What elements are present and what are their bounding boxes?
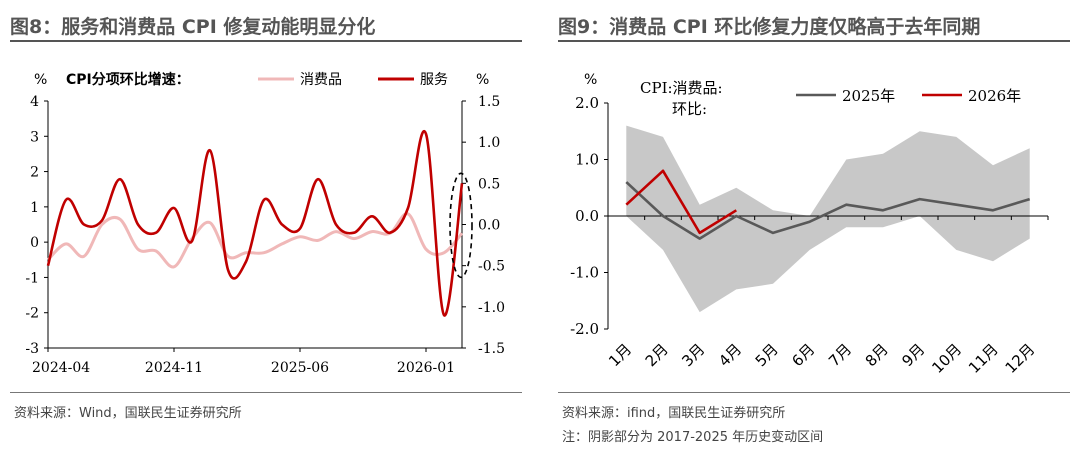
chart-annotation: CPI分项环比增速： xyxy=(66,71,190,88)
y-tick-label: 2.0 xyxy=(575,94,599,112)
left-y-tick-label: 2 xyxy=(30,165,39,181)
right-title-rule xyxy=(558,40,1070,42)
left-y-tick-label: 1 xyxy=(30,200,39,216)
left-chart: % % CPI分项环比增速： 消费品 服务 4 3 2 1 0 -1 -2 -3 1.5 1.0 0.… xyxy=(25,71,505,376)
right-source: 资料来源：ifind，国联民生证券研究所 xyxy=(562,406,786,421)
x-tick-label: 2月 xyxy=(642,340,672,370)
series-line xyxy=(625,181,1031,240)
left-title-rule xyxy=(10,40,522,42)
right-chart: % CPI:消费品: 环比: 2025年 2026年 2.0 1.0 0.0 -1.0 -… xyxy=(570,72,1049,377)
right-figure-title: 图9：消费品 CPI 环比修复力度仅略高于去年同期 xyxy=(558,16,981,38)
legend-label: 2026年 xyxy=(968,87,1021,105)
right-annotation-line2: 环比: xyxy=(672,100,707,118)
right-source-rule xyxy=(558,392,1070,393)
legend-label: 2025年 xyxy=(842,87,895,105)
right-y-tick-label: 1.0 xyxy=(478,135,500,151)
x-tick-label: 2024-04 xyxy=(32,360,90,376)
series-line xyxy=(46,212,464,269)
x-tick-label: 12月 xyxy=(1002,340,1039,377)
left-source-rule xyxy=(10,392,522,393)
left-source: 资料来源：Wind，国联民生证券研究所 xyxy=(14,406,242,421)
x-tick-label: 3月 xyxy=(678,340,708,370)
legend-label: 服务 xyxy=(420,72,448,88)
y-tick-label: -1.0 xyxy=(570,264,599,282)
right-y-tick-label: -1.5 xyxy=(478,341,505,357)
right-y-tick-label: -0.5 xyxy=(478,259,505,275)
highlight-ellipse xyxy=(449,172,473,279)
x-tick-label: 8月 xyxy=(862,340,892,370)
right-y-tick-label: -1.0 xyxy=(478,300,505,316)
right-legend: 2025年 2026年 xyxy=(796,87,1021,105)
x-tick-label: 5月 xyxy=(752,340,782,370)
right-y-tick-label: 0.5 xyxy=(478,176,500,192)
left-y-tick-label: -1 xyxy=(25,270,39,286)
right-note: 注：阴影部分为 2017-2025 年历史变动区间 xyxy=(562,430,824,445)
right-annotation-line1: CPI:消费品: xyxy=(640,79,723,97)
x-tick-label: 10月 xyxy=(928,340,965,377)
left-y-tick-label: 4 xyxy=(30,94,39,110)
right-y-unit: % xyxy=(476,72,489,88)
right-chart-y-unit: % xyxy=(584,72,597,88)
left-y-tick-label: -3 xyxy=(25,341,39,357)
x-tick-label: 7月 xyxy=(825,340,855,370)
x-tick-label: 9月 xyxy=(898,340,928,370)
right-y-tick-label: 0.0 xyxy=(478,218,500,234)
x-tick-label: 6月 xyxy=(788,340,818,370)
y-tick-label: 0.0 xyxy=(575,207,599,225)
left-legend: 消费品 服务 xyxy=(258,72,448,88)
series-line xyxy=(46,129,464,317)
left-figure-title: 图8：服务和消费品 CPI 修复动能明显分化 xyxy=(10,16,376,38)
x-tick-label: 2026-01 xyxy=(397,360,455,376)
left-y-tick-label: 0 xyxy=(30,235,39,251)
left-y-tick-label: -2 xyxy=(25,306,39,322)
legend-label: 消费品 xyxy=(300,72,342,88)
left-y-tick-label: 3 xyxy=(30,129,39,145)
x-tick-label: 2024-11 xyxy=(145,360,203,376)
x-tick-label: 11月 xyxy=(965,340,1002,377)
y-tick-label: 1.0 xyxy=(575,151,599,169)
right-figure: 图9：消费品 CPI 环比修复力度仅略高于去年同期 % CPI:消费品: 环比:… xyxy=(548,0,1080,450)
x-tick-label: 4月 xyxy=(715,340,745,370)
series-line xyxy=(625,169,737,235)
x-tick-label: 2025-06 xyxy=(271,360,329,376)
y-tick-label: -2.0 xyxy=(570,320,599,338)
left-figure: 图8：服务和消费品 CPI 修复动能明显分化 % % CPI分项环比增速： 消费… xyxy=(10,16,522,421)
right-y-tick-label: 1.5 xyxy=(478,94,500,110)
left-y-unit: % xyxy=(34,72,47,88)
x-tick-label: 1月 xyxy=(605,340,635,370)
